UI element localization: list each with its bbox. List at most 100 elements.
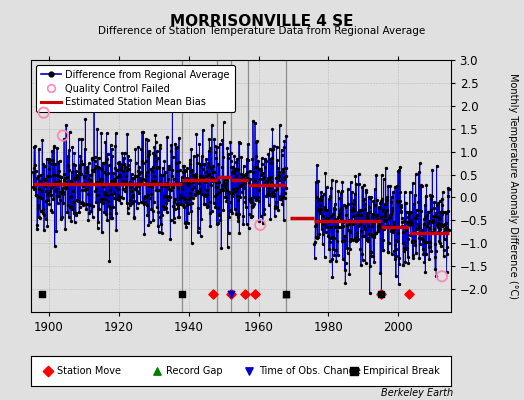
Point <box>439 208 447 215</box>
Point <box>421 202 429 208</box>
Point <box>245 180 254 186</box>
Point <box>93 125 102 132</box>
Point <box>252 181 260 188</box>
Point <box>336 206 344 213</box>
Point <box>52 172 61 178</box>
Point <box>210 136 219 142</box>
Point <box>173 205 182 212</box>
Point <box>161 199 170 206</box>
Point <box>139 200 148 207</box>
Point <box>72 212 80 218</box>
Point <box>237 182 245 188</box>
Point <box>94 164 102 170</box>
Point <box>73 174 81 181</box>
Point <box>193 152 202 158</box>
Point <box>96 164 104 171</box>
Point <box>320 217 328 224</box>
Point <box>423 223 432 230</box>
Point <box>396 189 405 195</box>
Point <box>77 158 85 164</box>
Point <box>365 230 373 237</box>
Point <box>209 169 217 176</box>
Point <box>115 159 124 166</box>
Point <box>170 214 179 221</box>
Point <box>100 188 108 195</box>
Point <box>425 256 433 262</box>
Point <box>134 144 143 150</box>
Point <box>99 183 107 190</box>
Point <box>429 218 438 225</box>
Point <box>317 189 325 195</box>
Point <box>315 230 323 237</box>
Point <box>322 216 330 223</box>
Point <box>341 280 350 286</box>
Point <box>142 194 150 201</box>
Point <box>132 184 140 191</box>
Point <box>324 232 332 239</box>
Point <box>250 164 258 170</box>
Point <box>84 160 93 166</box>
Point <box>332 247 340 254</box>
Point <box>405 222 413 229</box>
Point <box>353 237 361 244</box>
Point <box>434 215 443 222</box>
Point <box>220 181 228 188</box>
Point <box>257 166 265 172</box>
Point <box>54 173 63 179</box>
Point <box>425 224 433 231</box>
Point <box>441 220 449 227</box>
Point <box>106 210 115 217</box>
Point <box>61 181 70 188</box>
Point <box>200 201 208 207</box>
Point <box>261 180 270 186</box>
Point <box>136 175 144 182</box>
Point <box>236 171 245 177</box>
Point <box>41 183 50 190</box>
Point <box>407 220 416 227</box>
Point <box>385 223 394 230</box>
Point <box>413 221 422 227</box>
Point <box>96 180 105 186</box>
Point <box>166 235 174 242</box>
Point <box>233 156 242 162</box>
Point <box>66 204 74 210</box>
Point <box>121 150 129 156</box>
Point <box>231 188 239 194</box>
Point <box>268 126 277 132</box>
Point <box>378 246 387 253</box>
Point <box>216 216 225 223</box>
Point <box>370 186 379 192</box>
Point <box>334 224 343 230</box>
Point <box>51 161 59 167</box>
Point <box>231 166 239 172</box>
Point <box>205 199 214 205</box>
Point <box>71 162 80 168</box>
Point <box>401 200 409 206</box>
Point <box>430 240 439 247</box>
Point <box>245 211 253 217</box>
Point <box>85 176 94 183</box>
Point <box>126 184 135 190</box>
Point <box>34 205 42 211</box>
Point <box>377 214 385 220</box>
Point <box>438 222 446 229</box>
Point <box>256 182 264 189</box>
Point <box>398 223 407 230</box>
Point <box>275 169 283 175</box>
Point <box>214 179 223 185</box>
Point <box>432 162 441 169</box>
Point <box>351 217 359 224</box>
Point <box>440 229 449 236</box>
Point <box>157 171 166 178</box>
Point <box>152 186 160 193</box>
Point <box>49 172 57 178</box>
Point <box>401 199 410 206</box>
Point <box>223 186 231 193</box>
Point <box>190 172 199 179</box>
Point <box>332 178 340 184</box>
Point <box>417 235 425 241</box>
Point <box>195 173 204 179</box>
Point <box>348 237 357 244</box>
Point <box>359 197 367 203</box>
Point <box>30 186 39 192</box>
